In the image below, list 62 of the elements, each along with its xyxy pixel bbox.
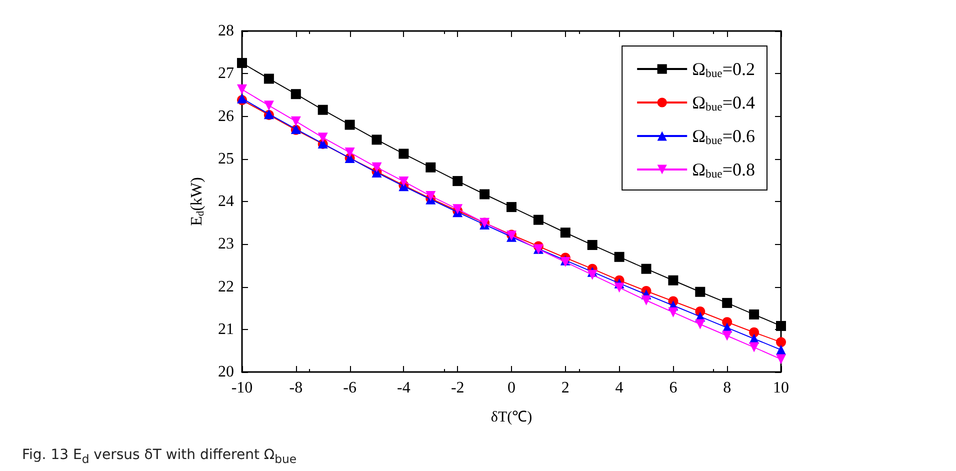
x-axis-title: δT(℃) [490, 410, 532, 426]
x-tick-label: -6 [343, 380, 356, 396]
point [398, 148, 409, 159]
point [264, 100, 274, 111]
caption: Fig. 13 E$_{d}$ versus δT with different Ω$_{bue}$ [22, 447, 297, 466]
point [641, 264, 652, 274]
point [237, 84, 247, 94]
x-tick-label: -10 [231, 380, 253, 396]
y-tick-label: 28 [218, 22, 234, 40]
point [695, 319, 706, 330]
y-tick-label: 27 [218, 65, 234, 82]
y-tick-label: 23 [218, 236, 234, 253]
y-axis-title: Ed(kW) [188, 177, 206, 226]
y-tick-label: 24 [218, 193, 234, 210]
point [372, 134, 382, 145]
point [264, 74, 274, 84]
point [614, 252, 624, 262]
point [722, 298, 732, 308]
point [480, 189, 490, 200]
point [344, 120, 355, 130]
point [749, 342, 760, 352]
point [587, 270, 598, 280]
point [290, 116, 301, 126]
point [560, 228, 570, 238]
point [641, 295, 652, 306]
point [452, 176, 463, 186]
point [398, 176, 409, 186]
x-tick-label: -8 [289, 380, 303, 396]
x-tick-label: -4 [397, 380, 410, 396]
point [426, 162, 436, 172]
point [776, 337, 786, 348]
point [318, 132, 328, 143]
point [372, 162, 382, 172]
point [668, 307, 678, 318]
point [614, 282, 624, 293]
point [749, 309, 760, 320]
point [533, 214, 544, 225]
point [344, 147, 355, 158]
point [668, 275, 678, 286]
point [506, 202, 516, 212]
x-tick-label: 8 [723, 380, 732, 396]
point [722, 330, 732, 341]
y-tick-label: 26 [218, 108, 234, 125]
point [776, 354, 786, 364]
point [290, 89, 301, 100]
point [776, 320, 786, 331]
point [749, 327, 760, 338]
point [587, 240, 598, 250]
y-tick-label: 25 [218, 150, 234, 168]
x-tick-label: 4 [615, 380, 624, 396]
x-tick-label: 2 [561, 380, 570, 396]
x-tick-label: 0 [508, 380, 516, 396]
y-tick-label: 21 [218, 320, 234, 338]
point [426, 190, 436, 201]
y-tick-label: 22 [218, 278, 234, 296]
x-tick-label: 6 [669, 380, 678, 396]
point [318, 104, 328, 115]
x-tick-label: -2 [450, 380, 464, 396]
y-tick-label: 20 [218, 364, 234, 380]
point [237, 58, 247, 68]
point [695, 286, 706, 297]
x-tick-label: 10 [773, 380, 789, 396]
